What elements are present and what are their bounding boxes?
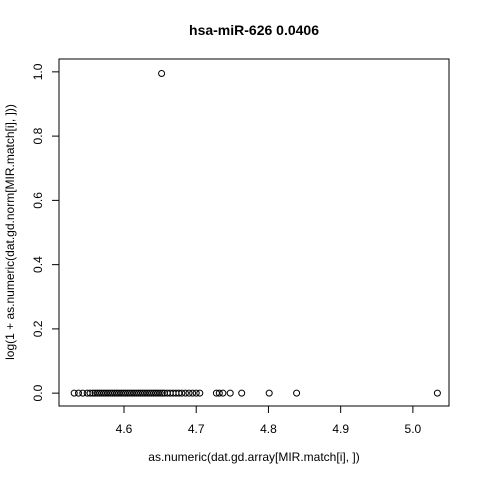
- x-tick-label: 4.7: [188, 422, 205, 436]
- data-point: [79, 389, 87, 397]
- y-tick-label: 0.4: [31, 256, 45, 273]
- chart-title: hsa-miR-626 0.0406: [189, 22, 319, 38]
- data-point: [158, 70, 166, 77]
- data-point: [178, 389, 186, 397]
- x-tick-label: 5.0: [405, 422, 422, 436]
- data-point: [265, 389, 273, 397]
- x-tick-label: 4.9: [332, 422, 349, 436]
- data-point: [70, 389, 78, 397]
- y-tick-label: 0.2: [31, 320, 45, 337]
- data-point: [158, 389, 166, 397]
- y-tick-label: 0.0: [31, 384, 45, 401]
- data-point: [86, 389, 94, 397]
- data-points: [70, 70, 441, 397]
- data-point: [226, 389, 234, 397]
- y-tick-label: 0.8: [31, 127, 45, 144]
- data-point: [219, 389, 227, 397]
- y-tick-label: 0.6: [31, 192, 45, 209]
- data-point: [75, 389, 82, 397]
- data-point: [156, 389, 164, 397]
- data-point: [181, 389, 189, 397]
- data-point: [433, 389, 441, 397]
- plot-frame: [58, 58, 450, 407]
- data-point: [215, 389, 223, 397]
- y-axis-label: log(1 + as.numeric(dat.gd.norm[MIR.match…: [3, 104, 17, 360]
- data-point: [185, 389, 193, 397]
- y-axis: 0.0 0.2 0.4 0.6 0.8 1.0: [31, 63, 60, 401]
- data-point: [238, 389, 246, 397]
- x-axis-label: as.numeric(dat.gd.array[MIR.match[i], ]): [148, 450, 359, 464]
- x-tick-label: 4.8: [260, 422, 277, 436]
- data-point: [196, 389, 204, 397]
- data-point: [189, 389, 197, 397]
- x-axis: 4.6 4.7 4.8 4.9 5.0: [116, 405, 422, 436]
- x-tick-label: 4.6: [116, 422, 133, 436]
- y-tick-label: 1.0: [31, 63, 45, 80]
- data-point: [293, 389, 301, 397]
- data-point: [192, 389, 200, 397]
